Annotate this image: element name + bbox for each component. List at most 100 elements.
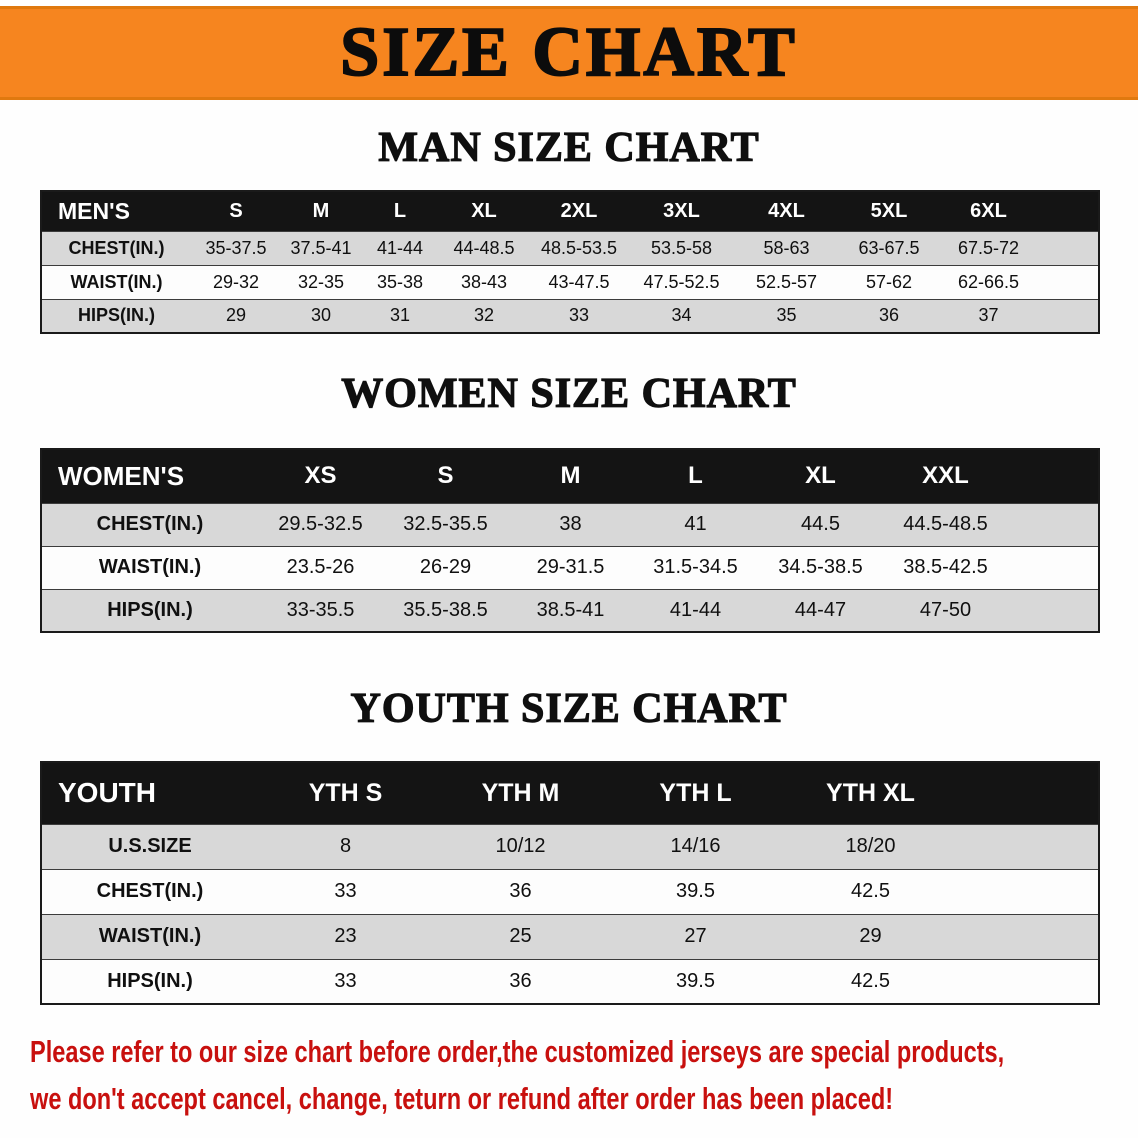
size-cell: 29-32 [191,264,281,299]
size-cell: 39.5 [608,868,783,914]
page-title: SIZE CHART [339,13,798,92]
men-hips-row: HIPS(IN.) 29 30 31 32 33 34 35 36 37 [41,298,1099,333]
size-cell: 41 [633,502,758,546]
youth-waist-row: WAIST(IN.) 23 25 27 29 [41,913,1099,959]
size-cell: 33-35.5 [258,588,383,632]
size-cell: 36 [433,868,608,914]
size-cell: 30 [281,298,361,333]
youth-hips-row: HIPS(IN.) 33 36 39.5 42.5 [41,958,1099,1004]
size-cell: 25 [433,913,608,959]
size-cell: 34.5-38.5 [758,545,883,589]
size-cell: 44.5 [758,502,883,546]
youth-col-s: YTH S [258,762,433,824]
women-hips-row: HIPS(IN.) 33-35.5 35.5-38.5 38.5-41 41-4… [41,588,1099,632]
women-section-heading: WOMEN SIZE CHART [341,370,797,417]
men-col-m: M [281,191,361,231]
women-size-table: WOMEN'S XS S M L XL XXL CHEST(IN.) 29.5-… [40,448,1100,633]
size-cell: 38.5-42.5 [883,545,1099,589]
size-cell: 37 [939,298,1099,333]
women-col-m: M [508,449,633,503]
men-col-3xl: 3XL [629,191,734,231]
women-col-xxl: XXL [883,449,1099,503]
size-cell: 44-47 [758,588,883,632]
men-table-title: MEN'S [41,191,191,231]
youth-chest-row: CHEST(IN.) 33 36 39.5 42.5 [41,868,1099,914]
size-cell: 31.5-34.5 [633,545,758,589]
youth-col-m: YTH M [433,762,608,824]
size-cell: 32 [439,298,529,333]
size-cell: 29 [191,298,281,333]
men-col-6xl: 6XL [939,191,1099,231]
size-cell: 35-38 [361,264,439,299]
row-label-waist: WAIST(IN.) [41,264,191,299]
men-col-l: L [361,191,439,231]
women-col-s: S [383,449,508,503]
size-cell: 32-35 [281,264,361,299]
youth-col-xl: YTH XL [783,762,1099,824]
row-label-hips: HIPS(IN.) [41,958,258,1004]
youth-section-heading: YOUTH SIZE CHART [350,685,788,732]
youth-ussize-row: U.S.SIZE 8 10/12 14/16 18/20 [41,823,1099,869]
size-cell: 53.5-58 [629,230,734,265]
size-cell: 44-48.5 [439,230,529,265]
men-header-row: MEN'S S M L XL 2XL 3XL 4XL 5XL 6XL [41,191,1099,231]
size-cell: 38.5-41 [508,588,633,632]
size-cell: 8 [258,823,433,869]
men-col-5xl: 5XL [839,191,939,231]
row-label-hips: HIPS(IN.) [41,588,258,632]
youth-header-row: YOUTH YTH S YTH M YTH L YTH XL [41,762,1099,824]
size-cell: 67.5-72 [939,230,1099,265]
size-cell: 42.5 [783,958,1099,1004]
size-cell: 14/16 [608,823,783,869]
row-label-ussize: U.S.SIZE [41,823,258,869]
men-size-table: MEN'S S M L XL 2XL 3XL 4XL 5XL 6XL CHEST… [40,190,1100,334]
size-cell: 32.5-35.5 [383,502,508,546]
size-cell: 38 [508,502,633,546]
row-label-chest: CHEST(IN.) [41,502,258,546]
row-label-waist: WAIST(IN.) [41,545,258,589]
size-chart-page: SIZE CHART MAN SIZE CHART MEN'S S M L XL… [0,6,1138,1138]
size-cell: 57-62 [839,264,939,299]
youth-col-l: YTH L [608,762,783,824]
size-cell: 10/12 [433,823,608,869]
size-cell: 44.5-48.5 [883,502,1099,546]
youth-size-table: YOUTH YTH S YTH M YTH L YTH XL U.S.SIZE … [40,761,1100,1005]
size-cell: 35 [734,298,839,333]
size-cell: 33 [529,298,629,333]
women-col-xs: XS [258,449,383,503]
banner: SIZE CHART [0,6,1138,100]
size-cell: 29 [783,913,1099,959]
size-cell: 36 [839,298,939,333]
size-cell: 34 [629,298,734,333]
size-cell: 23.5-26 [258,545,383,589]
size-cell: 41-44 [633,588,758,632]
youth-table-title: YOUTH [41,762,258,824]
women-col-l: L [633,449,758,503]
size-cell: 31 [361,298,439,333]
size-cell: 29.5-32.5 [258,502,383,546]
row-label-waist: WAIST(IN.) [41,913,258,959]
men-col-4xl: 4XL [734,191,839,231]
women-chest-row: CHEST(IN.) 29.5-32.5 32.5-35.5 38 41 44.… [41,502,1099,546]
size-cell: 39.5 [608,958,783,1004]
men-col-xl: XL [439,191,529,231]
size-cell: 42.5 [783,868,1099,914]
men-waist-row: WAIST(IN.) 29-32 32-35 35-38 38-43 43-47… [41,264,1099,299]
disclaimer-line-1: Please refer to our size chart before or… [30,1034,1005,1069]
size-cell: 26-29 [383,545,508,589]
size-cell: 48.5-53.5 [529,230,629,265]
size-cell: 58-63 [734,230,839,265]
size-cell: 52.5-57 [734,264,839,299]
disclaimer-line-2: we don't accept cancel, change, teturn o… [30,1080,894,1116]
row-label-hips: HIPS(IN.) [41,298,191,333]
disclaimer: Please refer to our size chart before or… [30,1029,1005,1122]
size-cell: 37.5-41 [281,230,361,265]
size-cell: 29-31.5 [508,545,633,589]
size-cell: 33 [258,958,433,1004]
men-col-s: S [191,191,281,231]
size-cell: 27 [608,913,783,959]
men-chest-row: CHEST(IN.) 35-37.5 37.5-41 41-44 44-48.5… [41,230,1099,265]
men-col-2xl: 2XL [529,191,629,231]
men-section-heading: MAN SIZE CHART [378,124,760,171]
size-cell: 47.5-52.5 [629,264,734,299]
